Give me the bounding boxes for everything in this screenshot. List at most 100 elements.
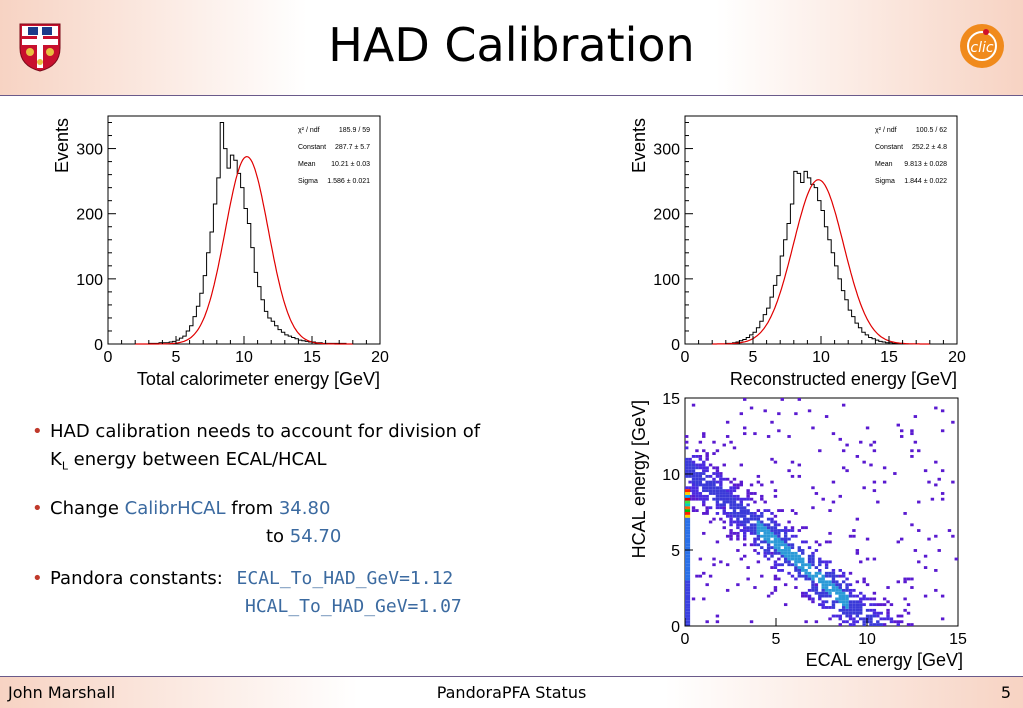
heatmap-cell [729,520,733,524]
heatmap-cell [783,583,788,587]
heatmap-cell [831,614,836,618]
heatmap-cell [838,591,842,595]
heatmap-cell [722,503,726,507]
heatmap-cell [749,531,754,535]
heatmap-cell [780,551,784,555]
heatmap-cell [715,486,720,490]
heatmap-cell [917,529,921,532]
heatmap-cell [695,483,699,487]
heatmap-cell [841,580,846,584]
heatmap-cell [876,614,880,618]
heatmap-cell [821,591,825,595]
heatmap-cell [814,588,819,592]
heatmap-cell [736,526,740,530]
heatmap-cell [852,594,856,598]
heatmap-cell [824,586,829,589]
heatmap-cell [702,472,706,475]
heatmap-cell [831,583,836,587]
heatmap-cell [790,543,795,547]
heatmap-cell [876,623,880,626]
heatmap-cell [879,617,883,621]
x-tick-label: 0 [104,349,113,366]
heatmap-cell [743,531,747,535]
heatmap-cell [685,583,691,587]
stats-label: Constant [875,144,903,151]
heatmap-cell [685,506,691,510]
heatmap-cell [814,540,819,544]
heatmap-cell [715,449,720,453]
heatmap-cell [937,549,941,552]
heatmap-cell [865,597,870,601]
heatmap-cell [831,500,836,504]
heatmap-cell [865,608,870,612]
heatmap-cell [801,563,805,567]
heatmap-cell [797,574,802,578]
heatmap-cell [770,534,774,538]
heatmap-cell [685,560,691,564]
heatmap-cell [855,611,860,615]
heatmap-cell [760,523,764,527]
x-axis-label: Reconstructed energy [GeV] [730,369,957,389]
x-tick-label: 5 [172,349,181,366]
heatmap-cell [753,512,757,515]
heatmap-cell [766,549,771,552]
heatmap-cell [705,457,709,461]
gaussian-fit-line [712,179,930,345]
heatmap-cell [855,620,860,624]
heatmap-cell [695,574,699,578]
heatmap-cell [770,546,774,550]
heatmap-cell [736,497,740,501]
heatmap-cell [804,526,808,530]
heatmap-cell [896,580,900,584]
heatmap-cell [807,409,812,413]
heatmap-cell [841,597,846,601]
heatmap-cell [739,503,744,507]
heatmap-cell [691,494,696,498]
heatmap-cell [685,586,691,589]
heatmap-cell [859,611,863,615]
heatmap-cell [705,480,709,484]
heatmap-cell [783,551,788,555]
heatmap-cell [831,580,836,584]
heatmap-cell [807,566,812,569]
heatmap-cell [685,597,691,601]
heatmap-cell [811,563,815,567]
heatmap-cell [685,509,691,512]
param-name: CalibrHCAL [124,497,226,519]
heatmap-cell [739,514,744,518]
heatmap-cell [852,606,856,609]
heatmap-cell [811,551,815,555]
heatmap-cell [715,497,720,501]
heatmap-cell [797,571,802,575]
heatmap-cell [715,494,720,498]
heatmap-cell [736,503,740,507]
heatmap-cell [865,426,870,430]
heatmap-cell [811,557,815,561]
heatmap-cell [838,583,842,587]
heatmap-cell [739,412,744,416]
heatmap-cell [934,588,938,592]
heatmap-cell [821,600,825,604]
heatmap-cell [698,457,703,461]
heatmap-cell [691,474,696,478]
heatmap-cell [934,483,938,487]
heatmap-cell [859,591,863,595]
heatmap-cell [845,597,849,601]
bullet-list: • HAD calibration needs to account for d… [30,418,590,635]
heatmap-cell [698,557,703,561]
heatmap-cell [841,403,846,407]
heatmap-cell [896,614,900,618]
heatmap-cell [790,526,795,530]
heatmap-cell [838,614,842,618]
heatmap-cell [797,398,802,401]
bullet-dot: • [32,567,43,589]
heatmap-cell [797,546,802,550]
heatmap-cell [862,597,866,601]
heatmap-cell [766,531,771,535]
header-divider [0,95,1023,96]
heatmap-cell [910,586,914,589]
heatmap-cell [685,466,689,470]
heatmap-cell [702,477,706,481]
university-crest-icon [19,23,61,72]
heatmap-cell [906,577,911,581]
